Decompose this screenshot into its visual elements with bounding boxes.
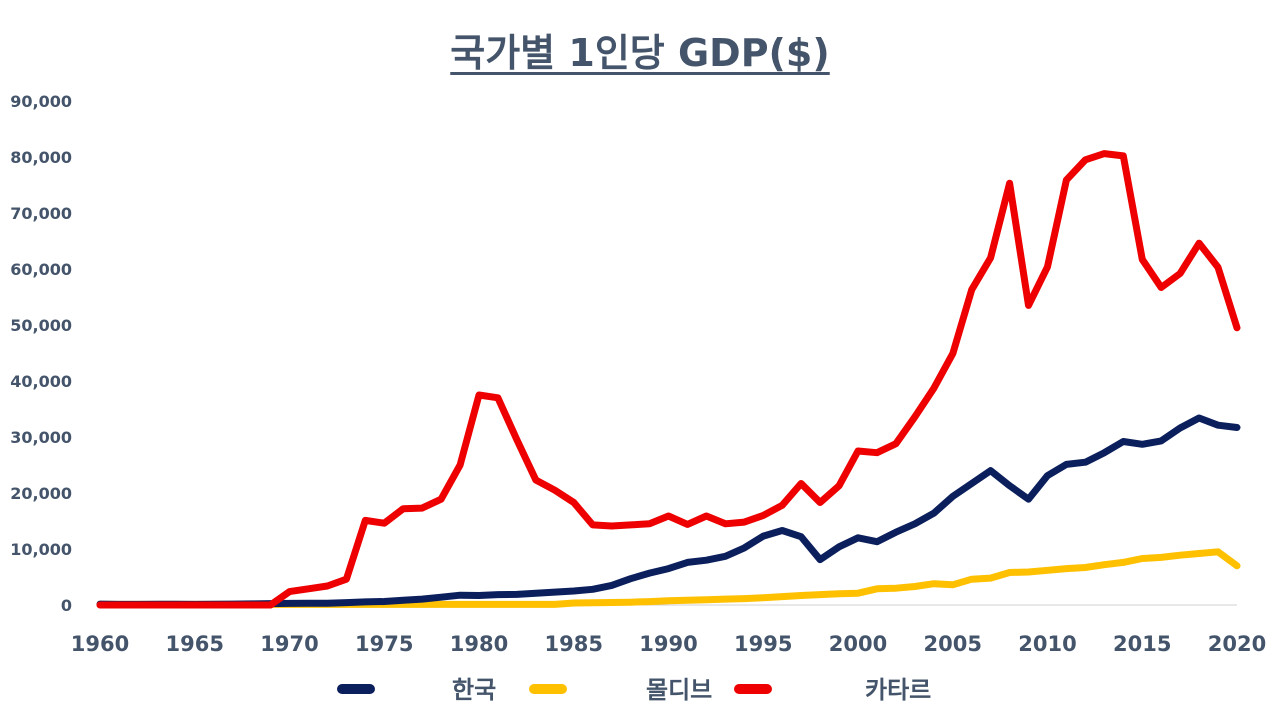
y-tick-label: 20,000 bbox=[10, 484, 72, 503]
x-tick-label: 1990 bbox=[639, 632, 697, 656]
x-axis-tick-labels: 1960 1965 1970 1975 1980 1985 1990 1995 2000 2005… bbox=[71, 632, 1266, 656]
series-lines bbox=[96, 150, 1241, 609]
x-tick-label: 2010 bbox=[1018, 632, 1076, 656]
y-tick-label: 90,000 bbox=[10, 92, 72, 111]
y-tick-label: 50,000 bbox=[10, 316, 72, 335]
y-tick-label: 60,000 bbox=[10, 260, 72, 279]
y-tick-label: 30,000 bbox=[10, 428, 72, 447]
legend-label: 한국 bbox=[452, 676, 496, 704]
legend: 한국 몰디브 카타르 bbox=[337, 676, 931, 704]
y-tick-label: 80,000 bbox=[10, 148, 72, 167]
chart-title: 국가별 1인당 GDP($) bbox=[450, 31, 830, 75]
y-tick-label: 10,000 bbox=[10, 540, 72, 559]
x-tick-label: 1965 bbox=[166, 632, 224, 656]
x-tick-label: 1980 bbox=[450, 632, 508, 656]
x-tick-label: 1985 bbox=[545, 632, 603, 656]
x-tick-label: 1970 bbox=[260, 632, 318, 656]
legend-label: 카타르 bbox=[865, 676, 931, 704]
x-tick-label: 1995 bbox=[734, 632, 792, 656]
y-axis-tick-labels: 0 10,000 20,000 30,000 40,000 50,000 60,000 70,… bbox=[10, 92, 72, 615]
y-tick-label: 70,000 bbox=[10, 204, 72, 223]
legend-label: 몰디브 bbox=[646, 676, 712, 704]
x-tick-label: 1960 bbox=[71, 632, 129, 656]
x-tick-label: 2005 bbox=[924, 632, 982, 656]
y-tick-label: 40,000 bbox=[10, 372, 72, 391]
x-tick-label: 2015 bbox=[1113, 632, 1171, 656]
series-line-3 bbox=[96, 150, 1241, 609]
series-line-1 bbox=[96, 414, 1241, 608]
x-tick-label: 2020 bbox=[1208, 632, 1266, 656]
x-tick-label: 2000 bbox=[829, 632, 887, 656]
y-tick-label: 0 bbox=[61, 596, 72, 615]
series-line-2 bbox=[96, 548, 1241, 608]
x-tick-label: 1975 bbox=[355, 632, 413, 656]
